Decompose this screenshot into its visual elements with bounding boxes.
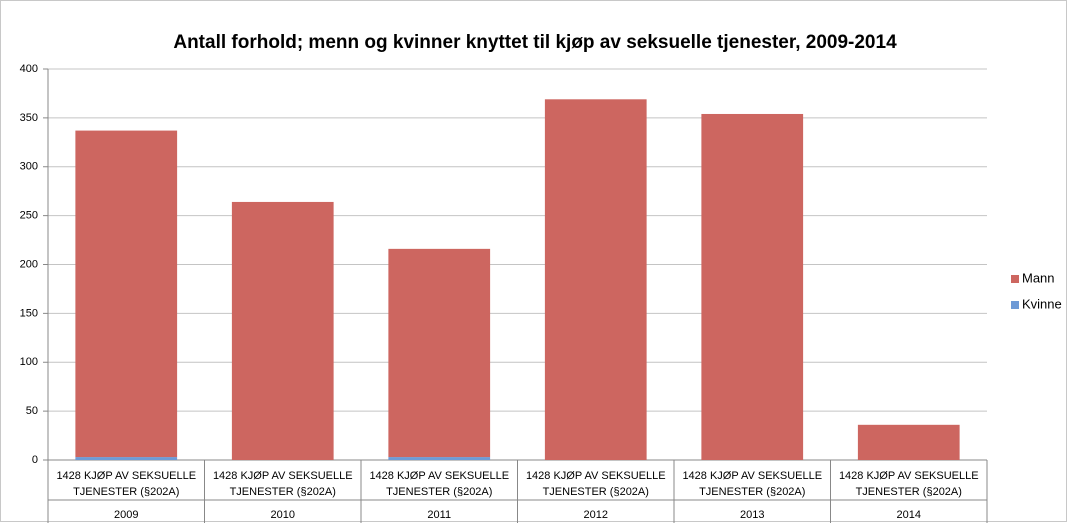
x-tick-label: 2014 — [897, 509, 921, 521]
y-tick-label: 200 — [20, 258, 38, 270]
x-tick-sublabel: TJENESTER (§202A) — [699, 486, 805, 498]
y-tick-label: 0 — [32, 454, 38, 466]
x-tick-label: 2010 — [271, 509, 295, 521]
x-tick-label: 2011 — [427, 509, 451, 521]
y-tick-label: 50 — [26, 405, 38, 417]
bar-segment — [75, 130, 178, 458]
x-tick-sublabel: TJENESTER (§202A) — [230, 486, 336, 498]
x-tick-sublabel: 1428 KJØP AV SEKSUELLE — [526, 470, 666, 482]
x-tick-sublabel: TJENESTER (§202A) — [543, 486, 649, 498]
y-tick-label: 400 — [20, 63, 38, 75]
bar-segment — [388, 457, 491, 460]
x-tick-label: 2009 — [114, 509, 138, 521]
bar-segment — [231, 201, 334, 460]
legend-label: Kvinne — [1022, 296, 1062, 311]
bar-segment — [544, 99, 647, 461]
x-tick-sublabel: 1428 KJØP AV SEKSUELLE — [682, 470, 822, 482]
bar-segment — [388, 248, 491, 458]
legend-label: Mann — [1022, 270, 1055, 285]
legend-swatch — [1011, 275, 1019, 283]
x-tick-label: 2012 — [584, 509, 608, 521]
x-tick-label: 2013 — [740, 509, 764, 521]
y-tick-label: 350 — [20, 112, 38, 124]
x-tick-sublabel: 1428 KJØP AV SEKSUELLE — [839, 470, 979, 482]
chart-title: Antall forhold; menn og kvinner knyttet … — [173, 32, 897, 53]
legend-swatch — [1011, 301, 1019, 309]
bar-segment — [857, 424, 960, 460]
x-tick-sublabel: 1428 KJØP AV SEKSUELLE — [369, 470, 509, 482]
y-tick-label: 250 — [20, 210, 38, 222]
bar-segment — [75, 457, 178, 460]
x-tick-sublabel: 1428 KJØP AV SEKSUELLE — [56, 470, 196, 482]
x-tick-sublabel: 1428 KJØP AV SEKSUELLE — [213, 470, 353, 482]
x-tick-sublabel: TJENESTER (§202A) — [73, 486, 179, 498]
x-tick-sublabel: TJENESTER (§202A) — [386, 486, 492, 498]
y-tick-label: 300 — [20, 161, 38, 173]
y-tick-label: 100 — [20, 356, 38, 368]
x-tick-sublabel: TJENESTER (§202A) — [856, 486, 962, 498]
y-tick-label: 150 — [20, 307, 38, 319]
bar-segment — [701, 113, 804, 460]
